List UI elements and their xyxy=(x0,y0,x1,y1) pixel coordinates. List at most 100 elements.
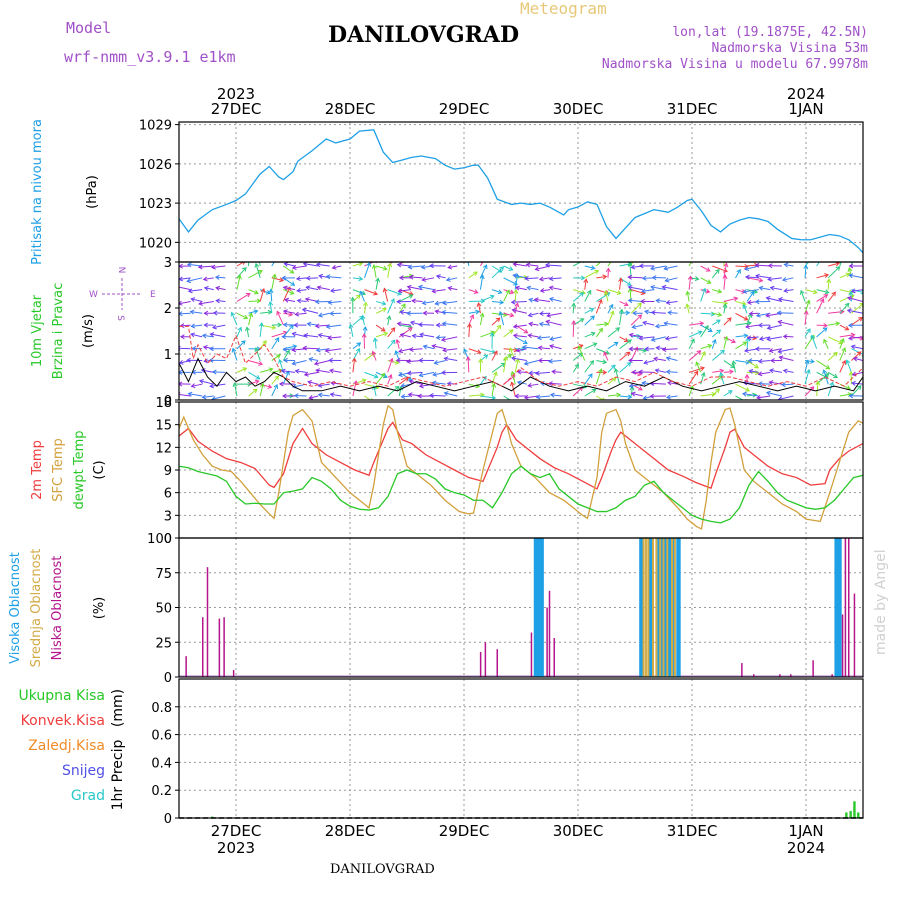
wind-arrow-head xyxy=(276,310,281,316)
pressure-axis-title: Pritisak na nivou mora xyxy=(30,119,45,265)
wind-arrow-head xyxy=(473,289,479,295)
wind-arrow-head xyxy=(781,382,786,388)
pressure-unit-label: (hPa) xyxy=(85,175,100,209)
wind-arrow xyxy=(667,382,678,385)
wind-arrow xyxy=(712,312,722,316)
wind-arrow-head xyxy=(655,298,661,304)
wind-arrow-head xyxy=(846,308,852,314)
wind-arrow-head xyxy=(282,309,288,315)
wind-arrow xyxy=(352,262,363,267)
wind-arrow xyxy=(839,273,850,279)
wind-arrow xyxy=(746,277,763,282)
wind-arrow xyxy=(653,358,666,362)
wind-arrow xyxy=(778,395,794,400)
cloud-bar xyxy=(218,618,221,677)
wind-arrow xyxy=(700,325,709,338)
wind-arrow-head xyxy=(758,277,764,283)
precip-legend-item: Snijeg xyxy=(62,763,105,779)
wind-arrow-head xyxy=(514,302,520,308)
wind-arrow xyxy=(745,265,759,270)
wind-arrow-head xyxy=(387,374,393,379)
wind-arrow-head xyxy=(242,367,248,372)
wind-arrow xyxy=(283,277,295,286)
wind-arrow-head xyxy=(493,350,498,356)
wind-arrow-head xyxy=(571,302,577,308)
wind-arrow xyxy=(732,360,736,373)
wind-arrow-head xyxy=(363,301,368,307)
wind-arrow xyxy=(596,360,607,363)
wind-arrow xyxy=(584,279,587,290)
wind-arrow xyxy=(584,373,593,385)
wind-arrow xyxy=(782,277,794,281)
wind-arrow xyxy=(651,311,666,314)
wind-arrow-head xyxy=(318,273,324,279)
wind-arrow xyxy=(303,263,319,267)
wind-arrow-head xyxy=(829,381,835,387)
wind-arrow xyxy=(292,360,307,365)
wind-arrow xyxy=(283,310,296,314)
wind-arrow-head xyxy=(362,326,368,331)
wind-arrow-head xyxy=(527,312,533,318)
wind-arrow xyxy=(432,382,446,385)
wind-arrow xyxy=(514,359,519,373)
wind-arrow xyxy=(375,332,388,338)
wind-arrow-head xyxy=(825,364,831,370)
low-cloud-axis-title: Niska Oblacnost xyxy=(50,556,65,661)
wind-arrow xyxy=(199,380,214,385)
wind-arrow xyxy=(295,312,307,316)
wind-arrow-head xyxy=(386,315,392,321)
wind-arrow-head xyxy=(523,394,529,400)
station-title: DANILOVGRAD xyxy=(328,22,520,48)
wind-arrow-head xyxy=(524,276,529,282)
wind-arrow-head xyxy=(390,327,396,332)
wind-arrow-head xyxy=(203,310,209,316)
wind-arrow xyxy=(190,311,203,314)
wind-arrow xyxy=(823,339,829,349)
wind-arrow-head xyxy=(441,370,446,376)
wind-arrow-head xyxy=(611,377,617,382)
y-tick-label: 3 xyxy=(164,509,172,524)
wind-arrow-head xyxy=(776,310,782,316)
wind-arrow-head xyxy=(598,298,603,304)
wind-arrow xyxy=(849,274,863,279)
wind-arrow xyxy=(255,347,261,361)
wind-arrow-head xyxy=(729,369,734,375)
wind-arrow xyxy=(549,360,562,363)
top-date-label: 29DEC xyxy=(439,100,490,118)
wind-arrow xyxy=(503,265,513,271)
wind-arrow-head xyxy=(383,331,389,337)
wind-arrow-head xyxy=(371,264,377,270)
wind-arrow-head xyxy=(242,266,247,272)
wind-arrow xyxy=(396,339,400,349)
wind-arrow-head xyxy=(327,299,333,305)
wind-arrow xyxy=(711,388,720,397)
wind-arrow-head xyxy=(654,368,660,374)
wind-arrow-head xyxy=(690,338,695,344)
wind-arrow-head xyxy=(499,266,505,271)
wind-arrow-head xyxy=(799,289,805,295)
wind-arrow xyxy=(179,371,180,373)
wind-arrow-head xyxy=(769,285,775,291)
wind-arrow xyxy=(528,312,539,317)
wind-arrow xyxy=(711,329,721,338)
wind-arrow xyxy=(503,356,507,373)
y-tick-label: 75 xyxy=(155,567,172,582)
wind-arrow-head xyxy=(283,357,288,363)
wind-arrow xyxy=(409,380,423,385)
wind-arrow xyxy=(747,336,759,339)
wind-arrow-head xyxy=(650,336,656,342)
wind-arrow-head xyxy=(747,358,753,364)
wind-arrow xyxy=(491,317,501,326)
wind-arrow-head xyxy=(475,309,481,315)
wind-arrow-head xyxy=(580,275,586,281)
wind-arrow-head xyxy=(447,286,453,291)
wind-arrow xyxy=(480,395,496,399)
wind-arrow-head xyxy=(434,309,440,315)
wind-arrow-head xyxy=(295,276,301,282)
wind-arrow-head xyxy=(407,392,413,398)
wind-arrow-head xyxy=(783,288,789,294)
wind-arrow-head xyxy=(290,281,296,286)
wind-arrow-head xyxy=(396,299,401,305)
wind-arrow xyxy=(746,337,749,349)
wind-arrow xyxy=(443,348,458,351)
